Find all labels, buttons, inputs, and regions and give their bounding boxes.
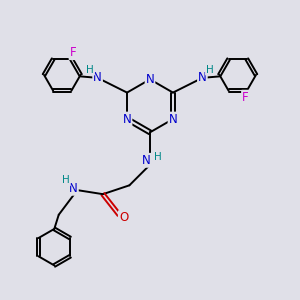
Text: N: N	[69, 182, 78, 195]
Text: N: N	[142, 154, 151, 167]
Text: H: H	[154, 152, 162, 162]
Text: F: F	[242, 91, 249, 104]
Text: N: N	[146, 73, 154, 86]
Text: N: N	[93, 71, 102, 84]
Text: N: N	[169, 112, 177, 126]
Text: N: N	[123, 112, 131, 126]
Text: F: F	[70, 46, 76, 59]
Text: O: O	[119, 211, 128, 224]
Text: H: H	[206, 64, 214, 75]
Text: H: H	[86, 64, 94, 75]
Text: N: N	[198, 71, 207, 84]
Text: H: H	[62, 175, 70, 185]
